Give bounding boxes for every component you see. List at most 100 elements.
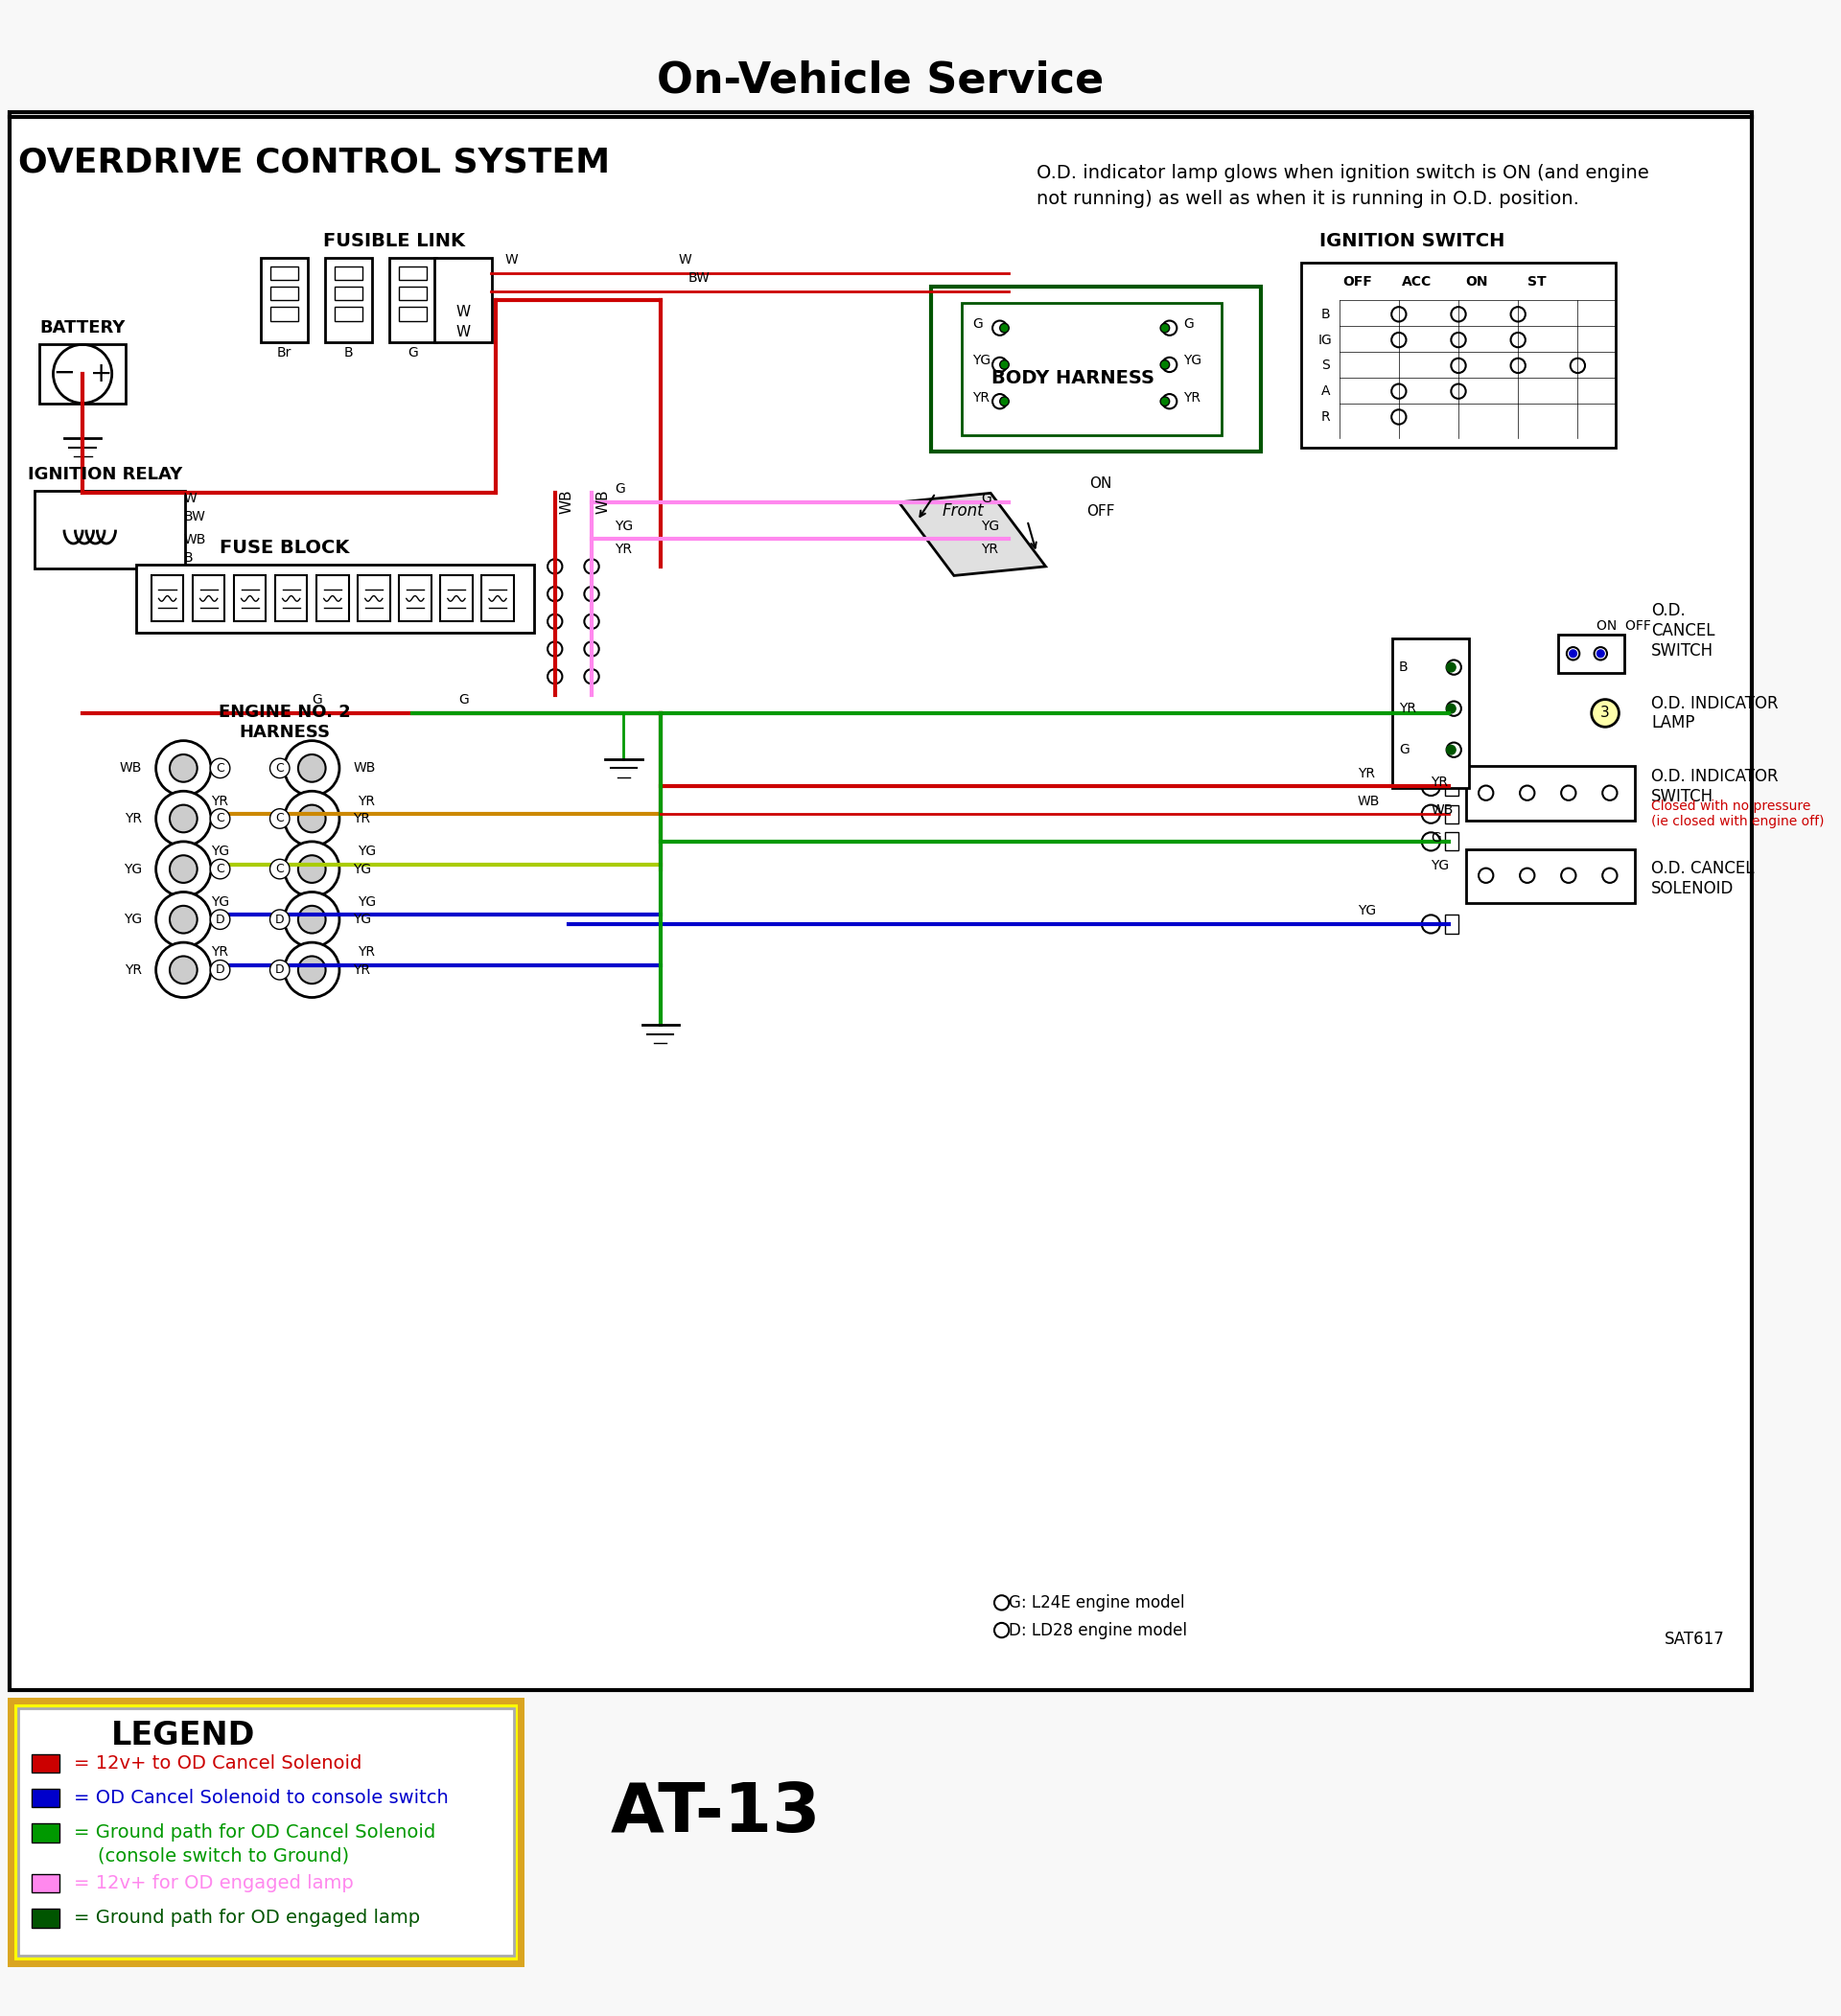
Text: IGNITION RELAY: IGNITION RELAY xyxy=(28,466,182,484)
Text: YG: YG xyxy=(353,913,372,925)
Text: C: C xyxy=(276,762,284,774)
Text: IGNITION SWITCH: IGNITION SWITCH xyxy=(1320,232,1506,250)
Text: OFF: OFF xyxy=(1342,276,1372,288)
Text: G: L24E engine model: G: L24E engine model xyxy=(1009,1595,1186,1611)
Text: C: C xyxy=(276,863,284,875)
Circle shape xyxy=(1447,663,1456,671)
FancyBboxPatch shape xyxy=(9,113,1753,1689)
Text: YR: YR xyxy=(1399,702,1416,716)
Text: YG: YG xyxy=(972,355,990,367)
Text: BATTERY: BATTERY xyxy=(41,319,125,337)
Text: G: G xyxy=(981,492,992,506)
FancyBboxPatch shape xyxy=(399,266,427,280)
FancyBboxPatch shape xyxy=(399,577,431,621)
FancyBboxPatch shape xyxy=(151,577,184,621)
Text: YR: YR xyxy=(972,391,990,405)
Text: = OD Cancel Solenoid to console switch: = OD Cancel Solenoid to console switch xyxy=(74,1788,447,1806)
Text: YG: YG xyxy=(357,895,376,909)
FancyBboxPatch shape xyxy=(39,345,125,403)
Text: WB: WB xyxy=(353,762,376,774)
FancyBboxPatch shape xyxy=(434,258,492,343)
FancyBboxPatch shape xyxy=(357,577,390,621)
FancyBboxPatch shape xyxy=(1465,766,1635,821)
Text: BW: BW xyxy=(689,272,711,284)
Text: YR: YR xyxy=(1357,766,1375,780)
Text: = 12v+ to OD Cancel Solenoid: = 12v+ to OD Cancel Solenoid xyxy=(74,1754,361,1772)
Text: YR: YR xyxy=(1184,391,1200,405)
Circle shape xyxy=(1000,361,1009,369)
Text: YG: YG xyxy=(981,520,1000,532)
Text: A: A xyxy=(1320,385,1329,397)
Circle shape xyxy=(1000,323,1009,333)
FancyBboxPatch shape xyxy=(271,286,298,300)
Circle shape xyxy=(1160,323,1169,333)
Text: AT-13: AT-13 xyxy=(609,1780,821,1847)
FancyBboxPatch shape xyxy=(234,577,265,621)
Text: YR: YR xyxy=(353,964,370,976)
Text: G: G xyxy=(1430,831,1442,845)
Text: YG: YG xyxy=(212,845,230,859)
Circle shape xyxy=(284,891,339,948)
Circle shape xyxy=(284,790,339,847)
Text: WB: WB xyxy=(560,490,574,514)
FancyBboxPatch shape xyxy=(274,577,307,621)
Text: YG: YG xyxy=(615,520,633,532)
FancyBboxPatch shape xyxy=(1445,833,1458,851)
Circle shape xyxy=(1447,704,1456,714)
Text: YR: YR xyxy=(212,946,228,960)
Text: YR: YR xyxy=(615,542,631,556)
FancyBboxPatch shape xyxy=(11,1702,521,1964)
Text: YR: YR xyxy=(212,794,228,808)
Text: Front: Front xyxy=(943,502,985,520)
Circle shape xyxy=(156,790,212,847)
Text: LEGEND: LEGEND xyxy=(110,1720,256,1752)
FancyBboxPatch shape xyxy=(18,1708,514,1956)
Circle shape xyxy=(284,740,339,796)
Circle shape xyxy=(156,740,212,796)
Text: YG: YG xyxy=(123,863,142,875)
Text: G: G xyxy=(1184,317,1193,331)
Text: WB: WB xyxy=(1430,804,1453,816)
Circle shape xyxy=(1160,361,1169,369)
Text: = Ground path for OD engaged lamp: = Ground path for OD engaged lamp xyxy=(74,1909,420,1927)
Text: YG: YG xyxy=(1184,355,1202,367)
FancyBboxPatch shape xyxy=(271,266,298,280)
FancyBboxPatch shape xyxy=(388,258,436,343)
Text: BODY HARNESS: BODY HARNESS xyxy=(992,369,1154,387)
Circle shape xyxy=(156,841,212,897)
Text: IG: IG xyxy=(1318,333,1333,347)
Circle shape xyxy=(156,891,212,948)
Circle shape xyxy=(156,941,212,998)
FancyBboxPatch shape xyxy=(1445,804,1458,823)
Text: YR: YR xyxy=(357,794,376,808)
Circle shape xyxy=(298,754,326,782)
FancyBboxPatch shape xyxy=(260,258,307,343)
Text: O.D. CANCEL
SOLENOID: O.D. CANCEL SOLENOID xyxy=(1651,859,1754,897)
FancyBboxPatch shape xyxy=(482,577,514,621)
Text: Br: Br xyxy=(276,347,291,359)
Text: W: W xyxy=(457,304,471,321)
FancyBboxPatch shape xyxy=(324,258,372,343)
Text: YG: YG xyxy=(123,913,142,925)
Text: W: W xyxy=(679,254,692,266)
Text: B: B xyxy=(184,550,193,564)
Text: WB: WB xyxy=(120,762,142,774)
Circle shape xyxy=(169,804,197,833)
Text: ON: ON xyxy=(1090,476,1112,492)
FancyBboxPatch shape xyxy=(399,286,427,300)
Text: WB: WB xyxy=(1357,794,1381,808)
Text: YR: YR xyxy=(357,946,376,960)
Text: ON  OFF: ON OFF xyxy=(1596,619,1651,633)
Text: YR: YR xyxy=(125,812,142,825)
Circle shape xyxy=(1591,700,1618,728)
Text: FUSE BLOCK: FUSE BLOCK xyxy=(219,538,350,556)
FancyBboxPatch shape xyxy=(31,1875,59,1893)
Text: D: D xyxy=(274,913,284,925)
Text: OVERDRIVE CONTROL SYSTEM: OVERDRIVE CONTROL SYSTEM xyxy=(18,147,609,179)
Text: YG: YG xyxy=(353,863,372,875)
FancyBboxPatch shape xyxy=(193,577,225,621)
FancyBboxPatch shape xyxy=(1465,849,1635,903)
Text: D: D xyxy=(215,913,225,925)
Circle shape xyxy=(169,855,197,883)
Text: YR: YR xyxy=(1430,776,1449,790)
